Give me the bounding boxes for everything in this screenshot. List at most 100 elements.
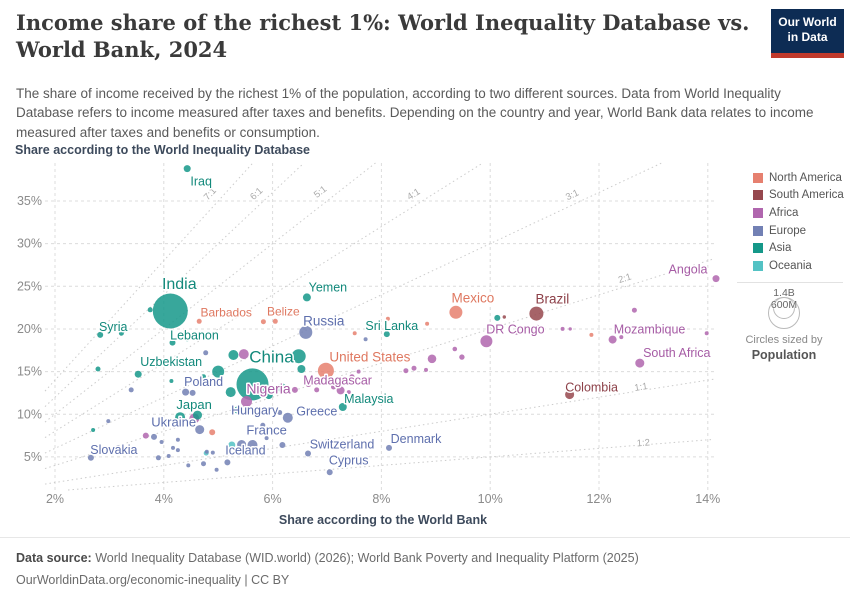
point-yemen[interactable]	[302, 293, 311, 302]
point-unlabeled[interactable]	[228, 441, 236, 449]
point-unlabeled[interactable]	[234, 406, 243, 414]
license-link-line[interactable]: OurWorldinData.org/economic-inequality |…	[16, 572, 290, 587]
point-unlabeled[interactable]	[201, 374, 206, 380]
point-colombia[interactable]	[565, 390, 575, 400]
legend-item-af[interactable]: Africa	[753, 204, 850, 222]
point-unlabeled[interactable]	[514, 330, 519, 335]
point-ukraine[interactable]	[195, 425, 205, 435]
point-mexico[interactable]	[449, 305, 463, 319]
point-slovakia[interactable]	[87, 454, 94, 461]
point-unlabeled[interactable]	[264, 391, 273, 400]
point-unlabeled[interactable]	[142, 432, 149, 439]
point-unlabeled[interactable]	[106, 419, 111, 424]
point-unlabeled[interactable]	[494, 314, 501, 321]
legend-item-na[interactable]: North America	[753, 169, 850, 187]
point-unlabeled[interactable]	[116, 445, 121, 450]
point-unlabeled[interactable]	[260, 422, 266, 428]
point-unlabeled[interactable]	[279, 442, 286, 448]
point-unlabeled[interactable]	[201, 461, 206, 467]
point-india[interactable]	[152, 293, 188, 329]
point-unlabeled[interactable]	[352, 331, 357, 336]
point-syria[interactable]	[97, 331, 104, 338]
point-unlabeled[interactable]	[186, 463, 191, 468]
point-unlabeled[interactable]	[427, 354, 437, 364]
point-unlabeled[interactable]	[619, 335, 624, 340]
point-dr-congo[interactable]	[480, 335, 493, 348]
point-unlabeled[interactable]	[277, 383, 287, 393]
point-unlabeled[interactable]	[631, 307, 637, 313]
point-unlabeled[interactable]	[341, 446, 346, 451]
point-belize[interactable]	[272, 318, 278, 324]
point-unlabeled[interactable]	[209, 429, 216, 436]
point-unlabeled[interactable]	[589, 332, 594, 337]
point-unlabeled[interactable]	[363, 337, 368, 342]
point-japan[interactable]	[175, 412, 186, 423]
point-unlabeled[interactable]	[171, 445, 175, 450]
point-unlabeled[interactable]	[291, 386, 298, 393]
point-unlabeled[interactable]	[159, 440, 164, 444]
point-unlabeled[interactable]	[225, 387, 236, 398]
point-greece[interactable]	[282, 412, 293, 423]
point-russia[interactable]	[299, 325, 313, 339]
point-unlabeled[interactable]	[151, 433, 157, 440]
point-angola[interactable]	[712, 275, 720, 283]
point-unlabeled[interactable]	[349, 374, 355, 380]
point-unlabeled[interactable]	[704, 331, 709, 336]
point-unlabeled[interactable]	[228, 350, 239, 360]
point-unlabeled[interactable]	[214, 467, 219, 472]
legend-item-eu[interactable]: Europe	[753, 222, 850, 240]
point-unlabeled[interactable]	[128, 387, 134, 393]
point-unlabeled[interactable]	[346, 390, 351, 395]
point-unlabeled[interactable]	[95, 366, 101, 372]
point-unlabeled[interactable]	[204, 449, 209, 454]
point-china[interactable]	[236, 368, 269, 401]
point-unlabeled[interactable]	[210, 450, 215, 455]
point-unlabeled[interactable]	[425, 321, 430, 326]
point-unlabeled[interactable]	[193, 410, 202, 420]
point-lebanon[interactable]	[169, 339, 176, 346]
point-hungary[interactable]	[277, 410, 283, 415]
point-brazil[interactable]	[529, 306, 544, 321]
point-uzbekistan[interactable]	[134, 370, 142, 378]
point-unlabeled[interactable]	[247, 440, 258, 450]
point-unlabeled[interactable]	[560, 326, 565, 331]
point-unlabeled[interactable]	[403, 368, 409, 374]
point-unlabeled[interactable]	[291, 349, 306, 364]
point-unlabeled[interactable]	[238, 349, 249, 360]
point-unlabeled[interactable]	[331, 384, 336, 390]
point-unlabeled[interactable]	[166, 454, 171, 458]
point-unlabeled[interactable]	[155, 455, 161, 461]
point-sri-lanka[interactable]	[383, 331, 390, 338]
point-south-africa[interactable]	[635, 358, 645, 368]
point-unlabeled[interactable]	[424, 367, 428, 372]
point-unlabeled[interactable]	[502, 315, 506, 319]
point-unlabeled[interactable]	[185, 337, 190, 342]
owid-logo[interactable]: Our World in Data	[771, 9, 844, 58]
point-unlabeled[interactable]	[568, 327, 572, 331]
legend-item-sa[interactable]: South America	[753, 187, 850, 205]
point-poland[interactable]	[182, 388, 190, 396]
point-unlabeled[interactable]	[147, 307, 153, 313]
point-france[interactable]	[237, 440, 247, 449]
point-unlabeled[interactable]	[356, 369, 361, 374]
point-unlabeled[interactable]	[264, 436, 269, 441]
point-unlabeled[interactable]	[459, 354, 465, 360]
point-nigeria[interactable]	[241, 396, 252, 407]
point-unlabeled[interactable]	[452, 346, 458, 352]
point-united-states[interactable]	[317, 362, 334, 379]
point-denmark[interactable]	[386, 444, 392, 451]
point-unlabeled[interactable]	[118, 330, 124, 336]
point-unlabeled[interactable]	[164, 422, 169, 427]
point-unlabeled[interactable]	[314, 387, 320, 393]
point-unlabeled[interactable]	[189, 389, 196, 396]
point-mozambique[interactable]	[608, 335, 617, 344]
point-unlabeled[interactable]	[212, 365, 225, 378]
point-unlabeled[interactable]	[203, 350, 209, 356]
point-unlabeled[interactable]	[411, 365, 417, 371]
point-malaysia[interactable]	[338, 403, 347, 411]
point-iceland[interactable]	[224, 459, 231, 466]
point-unlabeled[interactable]	[91, 428, 96, 432]
point-unlabeled[interactable]	[175, 448, 180, 453]
legend-item-oc[interactable]: Oceania	[753, 257, 850, 275]
legend-item-as[interactable]: Asia	[753, 239, 850, 257]
